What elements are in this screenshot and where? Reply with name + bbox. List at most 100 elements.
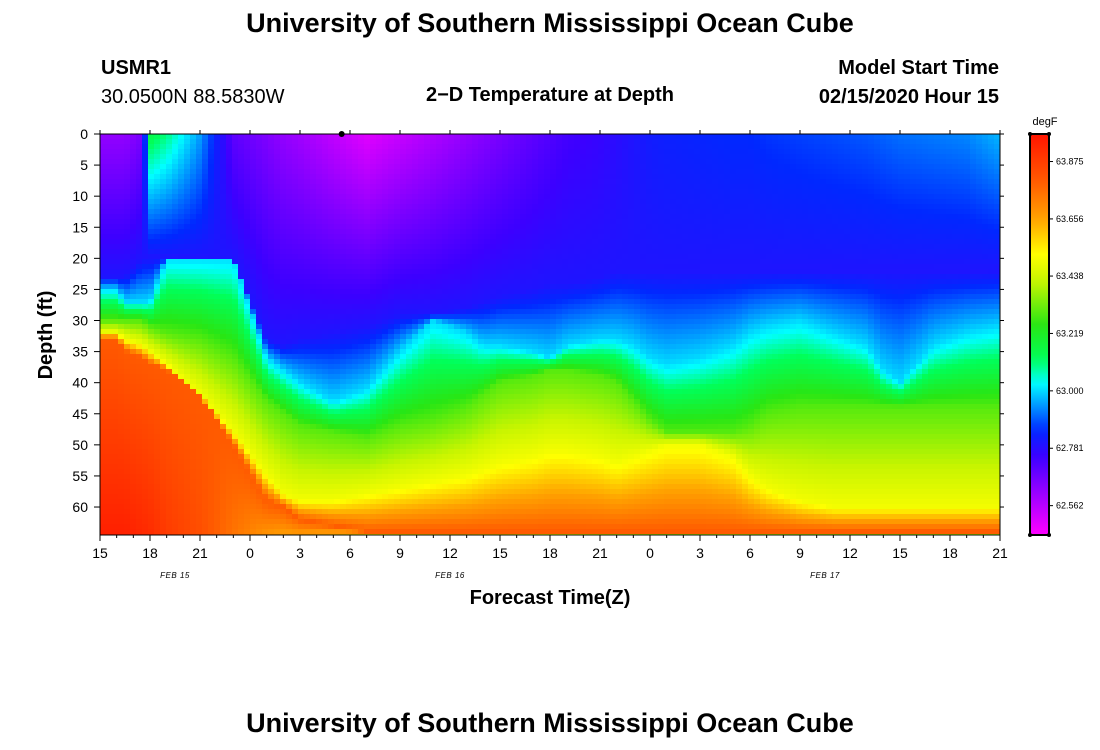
heatmap-cell xyxy=(184,249,191,255)
heatmap-cell xyxy=(154,404,161,410)
heatmap-cell xyxy=(160,364,167,370)
heatmap-cell xyxy=(346,459,353,465)
heatmap-cell xyxy=(112,234,119,240)
heatmap-cell xyxy=(118,134,125,140)
heatmap-cell xyxy=(112,224,119,230)
heatmap-cell xyxy=(112,304,119,310)
heatmap-cell xyxy=(244,284,251,290)
heatmap-cell xyxy=(436,529,443,535)
heatmap-cell xyxy=(112,524,119,530)
heatmap-cell xyxy=(232,189,239,195)
heatmap-cell xyxy=(340,144,347,150)
heatmap-cell xyxy=(214,194,221,200)
heatmap-cell xyxy=(322,524,329,530)
heatmap-cell xyxy=(406,169,413,175)
heatmap-cell xyxy=(424,404,431,410)
heatmap-cell xyxy=(352,454,359,460)
heatmap-cell xyxy=(316,244,323,250)
heatmap-cell xyxy=(244,384,251,390)
heatmap-cell xyxy=(328,169,335,175)
heatmap-cell xyxy=(238,419,245,425)
heatmap-cell xyxy=(136,249,143,255)
heatmap-cell xyxy=(418,469,425,475)
heatmap-cell xyxy=(160,459,167,465)
heatmap-cell xyxy=(352,179,359,185)
heatmap-cell xyxy=(400,404,407,410)
heatmap-cell xyxy=(430,184,437,190)
heatmap-cell xyxy=(412,139,419,145)
heatmap-cell xyxy=(394,374,401,380)
heatmap-cell xyxy=(130,174,137,180)
heatmap-cell xyxy=(322,349,329,355)
heatmap-cell xyxy=(184,184,191,190)
heatmap-cell xyxy=(346,494,353,500)
heatmap-cell xyxy=(178,449,185,455)
heatmap-cell xyxy=(304,134,311,140)
heatmap-cell xyxy=(244,329,251,335)
heatmap-cell xyxy=(118,319,125,325)
heatmap-cell xyxy=(370,439,377,445)
heatmap-cell xyxy=(436,154,443,160)
heatmap-cell xyxy=(136,494,143,500)
heatmap-cell xyxy=(334,449,341,455)
heatmap-cell xyxy=(100,499,107,505)
heatmap-cell xyxy=(184,499,191,505)
heatmap-cell xyxy=(376,309,383,315)
heatmap-cell xyxy=(112,484,119,490)
heatmap-cell xyxy=(460,479,467,485)
heatmap-cell xyxy=(178,499,185,505)
heatmap-cell xyxy=(454,449,461,455)
heatmap-cell xyxy=(298,269,305,275)
heatmap-cell xyxy=(460,409,467,415)
heatmap-cell xyxy=(322,514,329,520)
heatmap-cell xyxy=(100,519,107,525)
heatmap-cell xyxy=(364,394,371,400)
heatmap-cell xyxy=(286,519,293,525)
heatmap-cell xyxy=(352,329,359,335)
heatmap-cell xyxy=(280,479,287,485)
heatmap-cell xyxy=(316,229,323,235)
heatmap-cell xyxy=(106,259,113,265)
heatmap-cell xyxy=(178,284,185,290)
heatmap-cell xyxy=(274,504,281,510)
heatmap-cell xyxy=(100,219,107,225)
heatmap-cell xyxy=(406,379,413,385)
heatmap-cell xyxy=(424,209,431,215)
heatmap-cell xyxy=(250,509,257,515)
heatmap-cell xyxy=(448,194,455,200)
heatmap-cell xyxy=(466,289,473,295)
heatmap-cell xyxy=(244,299,251,305)
heatmap-cell xyxy=(118,354,125,360)
heatmap-cell xyxy=(394,134,401,140)
heatmap-cell xyxy=(166,204,173,210)
heatmap-cell xyxy=(172,134,179,140)
heatmap-cell xyxy=(370,209,377,215)
heatmap-cell xyxy=(316,154,323,160)
heatmap-cell xyxy=(418,289,425,295)
heatmap-cell xyxy=(448,274,455,280)
heatmap-cell xyxy=(136,319,143,325)
heatmap-cell xyxy=(442,169,449,175)
heatmap-cell xyxy=(328,164,335,170)
heatmap-cell xyxy=(334,309,341,315)
heatmap-cell xyxy=(418,194,425,200)
heatmap-cell xyxy=(106,474,113,480)
heatmap-cell xyxy=(250,379,257,385)
heatmap-cell xyxy=(136,504,143,510)
heatmap-cell xyxy=(190,284,197,290)
heatmap-cell xyxy=(436,354,443,360)
heatmap-cell xyxy=(340,439,347,445)
heatmap-cell xyxy=(292,504,299,510)
heatmap-cell xyxy=(268,304,275,310)
heatmap-cell xyxy=(268,419,275,425)
heatmap-cell xyxy=(448,409,455,415)
heatmap-cell xyxy=(448,244,455,250)
heatmap-cell xyxy=(454,194,461,200)
heatmap-cell xyxy=(412,369,419,375)
heatmap-cell xyxy=(364,509,371,515)
heatmap-cell xyxy=(160,239,167,245)
heatmap-cell xyxy=(286,464,293,470)
heatmap-cell xyxy=(466,319,473,325)
heatmap-cell xyxy=(124,269,131,275)
heatmap-cell xyxy=(268,499,275,505)
